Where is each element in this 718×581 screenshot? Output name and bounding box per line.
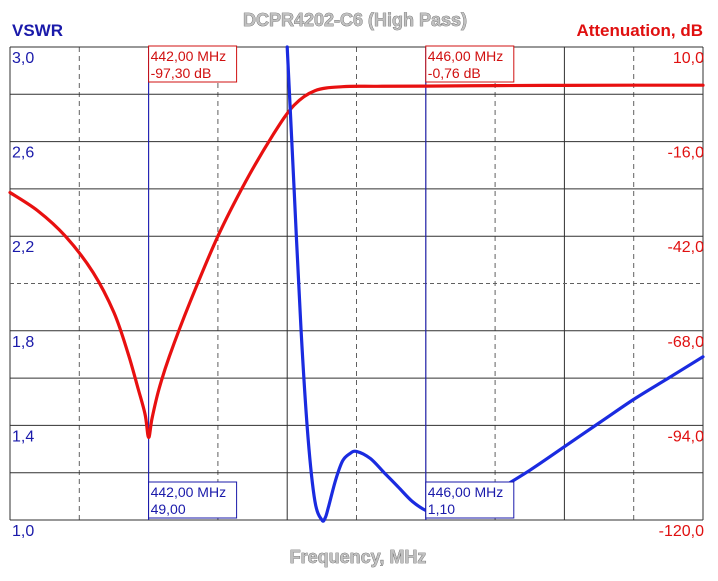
right-tick-label: -120,0 (659, 523, 704, 540)
marker-box-frame (148, 481, 238, 519)
right-tick-label: 10,0 (673, 50, 704, 67)
marker-value-label: 1,10 (428, 501, 455, 517)
left-tick-label: 1,8 (12, 334, 34, 351)
right-tick-label: -68,0 (668, 334, 705, 351)
marker-box-frame (148, 45, 238, 83)
chart-title: DCPR4202-C6 (High Pass) (243, 10, 467, 30)
marker-value-label: 49,00 (151, 501, 186, 517)
left-tick-label: 3,0 (12, 50, 34, 67)
x-axis-label: Frequency, MHz (290, 547, 427, 567)
left-tick-label: 1,0 (12, 523, 34, 540)
right-tick-label: -94,0 (668, 428, 705, 445)
series-group (8, 45, 705, 523)
marker-freq-label: 442,00 MHz (151, 484, 226, 500)
marker-lines (148, 47, 427, 520)
left-tick-label: 1,4 (12, 428, 34, 445)
marker-box: 442,00 MHz-97,30 dB (148, 45, 238, 83)
right-tick-label: -42,0 (668, 239, 705, 256)
right-tick-label: -16,0 (668, 145, 705, 162)
left-tick-label: 2,2 (12, 239, 34, 256)
marker-box-frame (425, 481, 515, 519)
marker-box-frame (425, 45, 515, 83)
axis-ticks: 3,0 2,6 2,2 1,8 1,4 1,0 10,0 -16,0 -42,0 -68,0 -94… (12, 50, 704, 540)
marker-box: 446,00 MHz-0,76 dB (425, 45, 515, 83)
marker-freq-label: 446,00 MHz (428, 484, 503, 500)
series-line-attenuation (8, 83, 705, 440)
marker-freq-label: 442,00 MHz (151, 48, 226, 64)
marker-freq-label: 446,00 MHz (428, 48, 503, 64)
marker-value-label: -0,76 dB (428, 65, 481, 81)
left-tick-label: 2,6 (12, 145, 34, 162)
right-axis-title: Attenuation, dB (576, 21, 703, 40)
marker-value-label: -97,30 dB (151, 65, 212, 81)
series-line-vswr (285, 45, 705, 523)
left-axis-title: VSWR (12, 21, 63, 40)
